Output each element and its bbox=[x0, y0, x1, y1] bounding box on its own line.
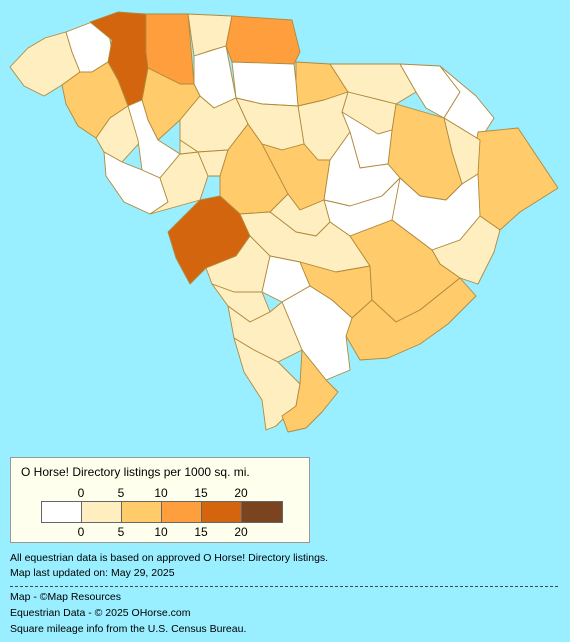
county-york[interactable] bbox=[225, 15, 301, 65]
legend-swatch bbox=[42, 502, 82, 522]
legend-title: O Horse! Directory listings per 1000 sq.… bbox=[21, 465, 250, 479]
divider bbox=[10, 586, 558, 587]
legend-swatch bbox=[82, 502, 122, 522]
legend-ticks-bottom: 0 5 10 15 20 bbox=[11, 525, 311, 539]
legend-tick-label: 5 bbox=[117, 486, 125, 500]
county-horry[interactable] bbox=[469, 127, 559, 231]
county-regions bbox=[9, 11, 559, 433]
legend-tick-label: 20 bbox=[234, 525, 248, 539]
county-beaufort[interactable] bbox=[281, 349, 339, 433]
south-carolina-county-map bbox=[9, 11, 559, 433]
legend-tick-label: 0 bbox=[77, 486, 85, 500]
legend-tick-label: 15 bbox=[194, 525, 208, 539]
legend-swatch bbox=[202, 502, 242, 522]
legend-swatch bbox=[162, 502, 202, 522]
county-charleston[interactable] bbox=[345, 277, 477, 361]
legend: O Horse! Directory listings per 1000 sq.… bbox=[10, 457, 310, 543]
map-credit: Map - ©Map Resources bbox=[10, 591, 122, 603]
last-updated-note: Map last updated on: May 29, 2025 bbox=[10, 567, 175, 579]
legend-swatch bbox=[122, 502, 162, 522]
equestrian-credit: Equestrian Data - © 2025 OHorse.com bbox=[10, 607, 191, 619]
legend-ticks-top: 0 5 10 15 20 bbox=[11, 486, 311, 500]
legend-tick-label: 15 bbox=[194, 486, 208, 500]
legend-color-scale bbox=[41, 501, 283, 523]
legend-tick-label: 0 bbox=[77, 525, 85, 539]
legend-tick-label: 10 bbox=[154, 525, 168, 539]
legend-tick-label: 5 bbox=[117, 525, 125, 539]
legend-tick-label: 20 bbox=[234, 486, 248, 500]
county-chesterfield[interactable] bbox=[329, 63, 417, 105]
census-credit: Square mileage info from the U.S. Census… bbox=[10, 623, 247, 635]
data-source-note: All equestrian data is based on approved… bbox=[10, 552, 329, 564]
legend-tick-label: 10 bbox=[154, 486, 168, 500]
legend-swatch bbox=[242, 502, 282, 522]
